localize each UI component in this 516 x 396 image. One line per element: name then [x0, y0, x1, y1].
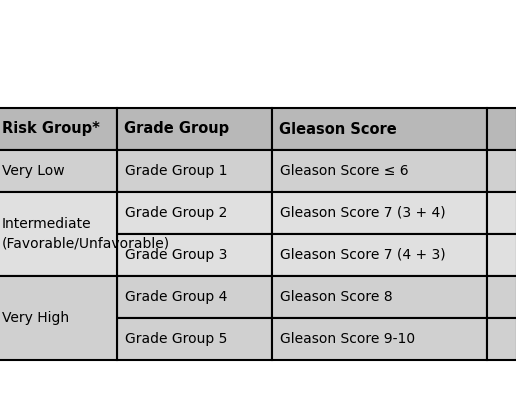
Text: Gleason Score 7 (4 + 3): Gleason Score 7 (4 + 3) — [280, 248, 446, 262]
Bar — [272, 192, 487, 234]
Text: Grade Group 4: Grade Group 4 — [125, 290, 228, 304]
Bar — [487, 276, 516, 318]
Bar — [117, 108, 272, 150]
Text: Gleason Score ≤ 6: Gleason Score ≤ 6 — [280, 164, 409, 178]
Bar — [272, 276, 487, 318]
Bar — [487, 234, 516, 276]
Bar — [117, 150, 272, 192]
Text: Grade Group 1: Grade Group 1 — [125, 164, 228, 178]
Bar — [272, 318, 487, 360]
Bar — [487, 192, 516, 234]
Text: Gleason Score: Gleason Score — [279, 122, 397, 137]
Text: Grade Group 2: Grade Group 2 — [125, 206, 228, 220]
Text: Gleason Score 8: Gleason Score 8 — [280, 290, 393, 304]
Bar — [487, 318, 516, 360]
Text: Grade Group: Grade Group — [124, 122, 229, 137]
Bar — [117, 192, 272, 234]
Text: Grade Group 3: Grade Group 3 — [125, 248, 228, 262]
Bar — [272, 150, 487, 192]
Text: Very Low: Very Low — [2, 164, 64, 178]
Bar — [487, 108, 516, 150]
Text: Grade Group 5: Grade Group 5 — [125, 332, 228, 346]
Bar — [117, 318, 272, 360]
Bar — [272, 234, 487, 276]
Bar — [0, 150, 117, 192]
Bar — [272, 108, 487, 150]
Bar — [117, 276, 272, 318]
Bar — [0, 192, 117, 276]
Bar — [117, 234, 272, 276]
Text: Very High: Very High — [2, 311, 69, 325]
Text: Risk Group*: Risk Group* — [2, 122, 100, 137]
Text: Intermediate
(Favorable/Unfavorable): Intermediate (Favorable/Unfavorable) — [2, 217, 170, 251]
Bar — [0, 276, 117, 360]
Text: Gleason Score 9-10: Gleason Score 9-10 — [280, 332, 415, 346]
Bar — [487, 150, 516, 192]
Bar — [0, 108, 117, 150]
Text: Gleason Score 7 (3 + 4): Gleason Score 7 (3 + 4) — [280, 206, 446, 220]
